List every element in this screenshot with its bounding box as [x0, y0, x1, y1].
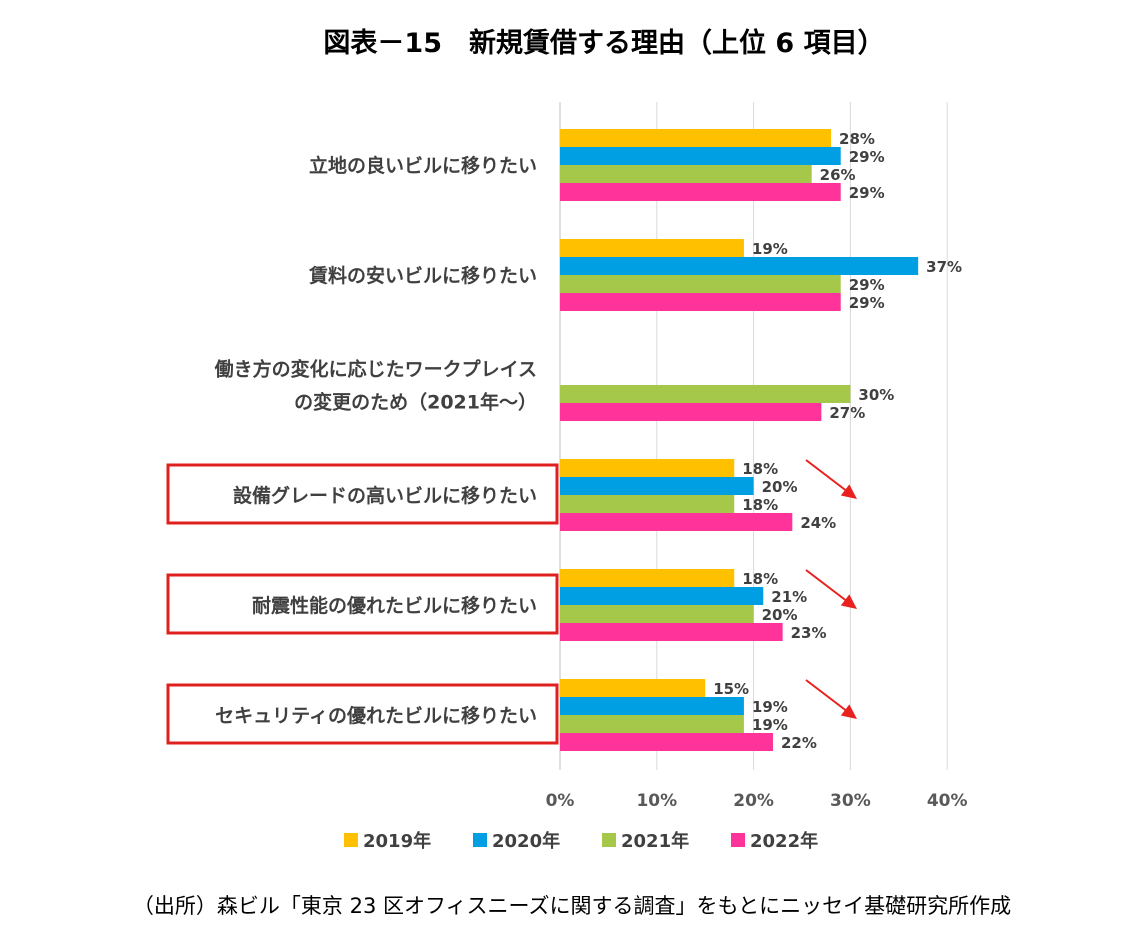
category-label: セキュリティの優れたビルに移りたい [215, 704, 537, 727]
chart-title: 図表－15 新規賃借する理由（上位 6 項目） [323, 27, 884, 59]
category-label: 耐震性能の優れたビルに移りたい [252, 594, 537, 617]
data-label: 29% [849, 184, 885, 202]
bar [560, 623, 783, 641]
source-note: （出所）森ビル「東京 23 区オフィスニーズに関する調査」をもとにニッセイ基礎研… [133, 894, 1011, 918]
data-label: 27% [829, 404, 865, 422]
data-labels: 28%29%26%29%19%37%29%29%30%27%18%20%18%2… [713, 130, 962, 752]
bar [560, 275, 841, 293]
data-label: 37% [926, 258, 962, 276]
data-label: 21% [771, 588, 807, 606]
data-label: 19% [752, 698, 788, 716]
data-label: 20% [762, 478, 798, 496]
highlight-box [166, 463, 559, 525]
bar [560, 733, 773, 751]
legend-label: 2022年 [750, 830, 818, 852]
highlight-boxes [166, 463, 559, 745]
data-label: 22% [781, 734, 817, 752]
category-labels: 立地の良いビルに移りたい賃料の安いビルに移りたい働き方の変化に応じたワークプレイ… [214, 154, 537, 727]
legend-swatch [473, 833, 487, 847]
legend-swatch [602, 833, 616, 847]
legend: 2019年 2020年 2021年 2022年 [344, 830, 818, 852]
bar [560, 605, 754, 623]
bar [560, 239, 744, 257]
bar [560, 513, 793, 531]
data-label: 18% [742, 460, 778, 478]
bar [560, 569, 735, 587]
data-label: 19% [752, 716, 788, 734]
x-tick-label: 40% [927, 791, 968, 811]
legend-item: 2022年 [731, 830, 818, 852]
bar [560, 477, 754, 495]
x-tick-label: 30% [830, 791, 871, 811]
bar [560, 129, 832, 147]
highlight-box [166, 683, 559, 745]
bar [560, 183, 841, 201]
bar [560, 715, 744, 733]
legend-swatch [344, 833, 358, 847]
data-label: 20% [762, 606, 798, 624]
bar [560, 385, 851, 403]
bar [560, 293, 841, 311]
legend-swatch [731, 833, 745, 847]
x-tick-label: 0% [546, 791, 575, 811]
legend-item: 2020年 [473, 830, 560, 852]
data-label: 29% [849, 276, 885, 294]
bar [560, 165, 812, 183]
trend-arrows [805, 459, 857, 719]
data-label: 28% [839, 130, 875, 148]
data-label: 23% [791, 624, 827, 642]
bar [560, 403, 822, 421]
bar [560, 147, 841, 165]
category-label: 賃料の安いビルに移りたい [308, 264, 537, 287]
bar [560, 587, 764, 605]
data-label: 30% [858, 386, 894, 404]
bars [560, 129, 919, 751]
category-label: 働き方の変化に応じたワークプレイス [214, 358, 537, 381]
trend-arrow [805, 459, 857, 499]
legend-label: 2021年 [621, 830, 689, 852]
highlight-box [166, 573, 559, 635]
legend-item: 2019年 [344, 830, 431, 852]
x-tick-label: 20% [733, 791, 774, 811]
legend-label: 2019年 [363, 830, 431, 852]
data-label: 18% [742, 496, 778, 514]
gridlines [559, 102, 948, 770]
data-label: 26% [820, 166, 856, 184]
trend-arrow [805, 569, 857, 609]
bar [560, 495, 735, 513]
bar [560, 257, 919, 275]
trend-arrow [805, 679, 857, 719]
x-tick-label: 10% [636, 791, 677, 811]
data-label: 24% [800, 514, 836, 532]
data-label: 15% [713, 680, 749, 698]
category-label: の変更のため（2021年～） [294, 391, 537, 414]
legend-item: 2021年 [602, 830, 689, 852]
category-label: 立地の良いビルに移りたい [309, 154, 537, 177]
data-label: 19% [752, 240, 788, 258]
bar [560, 459, 735, 477]
bar [560, 697, 744, 715]
bar [560, 679, 706, 697]
category-label: 設備グレードの高いビルに移りたい [233, 484, 537, 507]
data-label: 29% [849, 148, 885, 166]
x-axis-ticks: 0% 10% 20% 30% 40% [546, 791, 968, 811]
legend-label: 2020年 [492, 830, 560, 852]
data-label: 18% [742, 570, 778, 588]
data-label: 29% [849, 294, 885, 312]
